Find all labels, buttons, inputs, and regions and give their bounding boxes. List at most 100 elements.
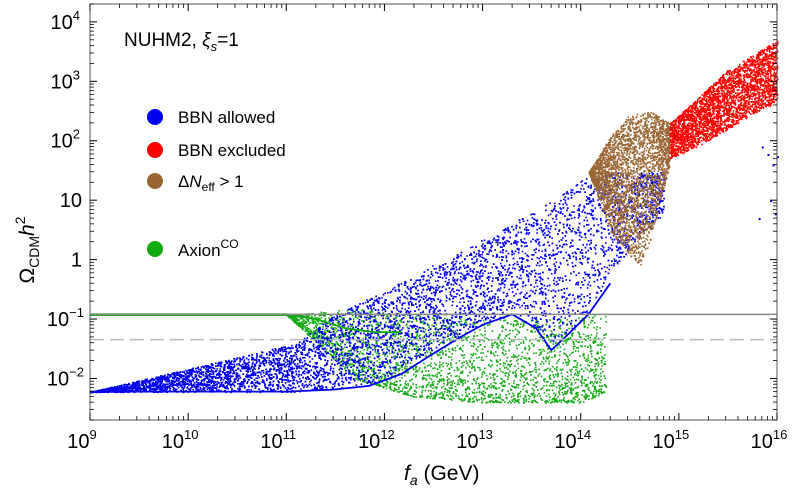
point (502, 364, 505, 367)
point (316, 324, 319, 326)
point (555, 386, 558, 389)
point (497, 361, 499, 363)
point (330, 354, 332, 356)
point (413, 338, 416, 340)
point (545, 389, 548, 392)
point (421, 394, 423, 397)
point (517, 384, 519, 386)
point (562, 343, 564, 345)
point (433, 390, 435, 393)
point (375, 384, 378, 386)
point (523, 366, 526, 369)
point (581, 394, 583, 396)
point (306, 324, 308, 327)
point (329, 336, 331, 338)
point (496, 388, 498, 390)
point (564, 384, 567, 387)
point (532, 370, 534, 373)
point (306, 314, 308, 316)
point (548, 389, 551, 392)
point (576, 362, 579, 364)
point (307, 332, 310, 334)
point (495, 359, 498, 361)
point (337, 343, 339, 346)
point (492, 374, 495, 377)
point (521, 355, 524, 358)
point (415, 347, 418, 350)
point (474, 370, 476, 372)
point (391, 335, 393, 337)
point (570, 386, 573, 389)
point (485, 401, 487, 404)
point (451, 387, 454, 389)
point (434, 362, 436, 365)
point (466, 386, 469, 388)
point (599, 372, 602, 375)
point (490, 400, 493, 402)
point (539, 326, 542, 329)
point (594, 370, 597, 372)
point (315, 330, 318, 332)
point (467, 400, 469, 403)
point (577, 331, 579, 333)
point (434, 395, 437, 398)
point (448, 322, 450, 325)
point (446, 384, 448, 386)
point (414, 393, 416, 395)
point (488, 324, 491, 326)
point (544, 378, 546, 380)
point (335, 319, 338, 321)
point (483, 398, 485, 400)
point (583, 379, 586, 381)
point (578, 402, 581, 404)
point (590, 319, 593, 322)
point (355, 369, 358, 371)
point (563, 339, 565, 342)
point (421, 389, 424, 392)
point (383, 352, 385, 355)
point (499, 319, 502, 321)
point (495, 369, 498, 372)
point (483, 319, 485, 322)
point (553, 367, 556, 370)
point (509, 400, 511, 402)
point (384, 385, 387, 387)
point (405, 342, 408, 344)
point (581, 390, 584, 392)
point (501, 347, 503, 349)
point (583, 395, 585, 398)
point (324, 331, 327, 334)
point (533, 376, 536, 379)
point (421, 377, 424, 379)
point (436, 352, 439, 355)
point (404, 391, 406, 394)
point (440, 378, 443, 381)
point (559, 389, 561, 391)
point (446, 391, 449, 393)
point (331, 345, 334, 348)
point (379, 379, 382, 381)
point (429, 384, 431, 387)
point (555, 393, 557, 396)
point (484, 346, 486, 348)
point (413, 373, 415, 376)
point (454, 375, 457, 378)
point (340, 343, 342, 345)
point (520, 374, 523, 377)
point (459, 323, 462, 325)
point (466, 339, 468, 342)
point (482, 324, 485, 327)
point (478, 340, 481, 342)
point (334, 345, 337, 347)
point (375, 341, 378, 343)
point (539, 395, 541, 397)
point (490, 393, 492, 396)
point (484, 367, 486, 370)
point (366, 366, 368, 369)
point (371, 370, 373, 372)
point (311, 322, 313, 324)
point (478, 399, 480, 401)
point (434, 367, 436, 369)
point (561, 388, 564, 391)
point (426, 396, 429, 398)
